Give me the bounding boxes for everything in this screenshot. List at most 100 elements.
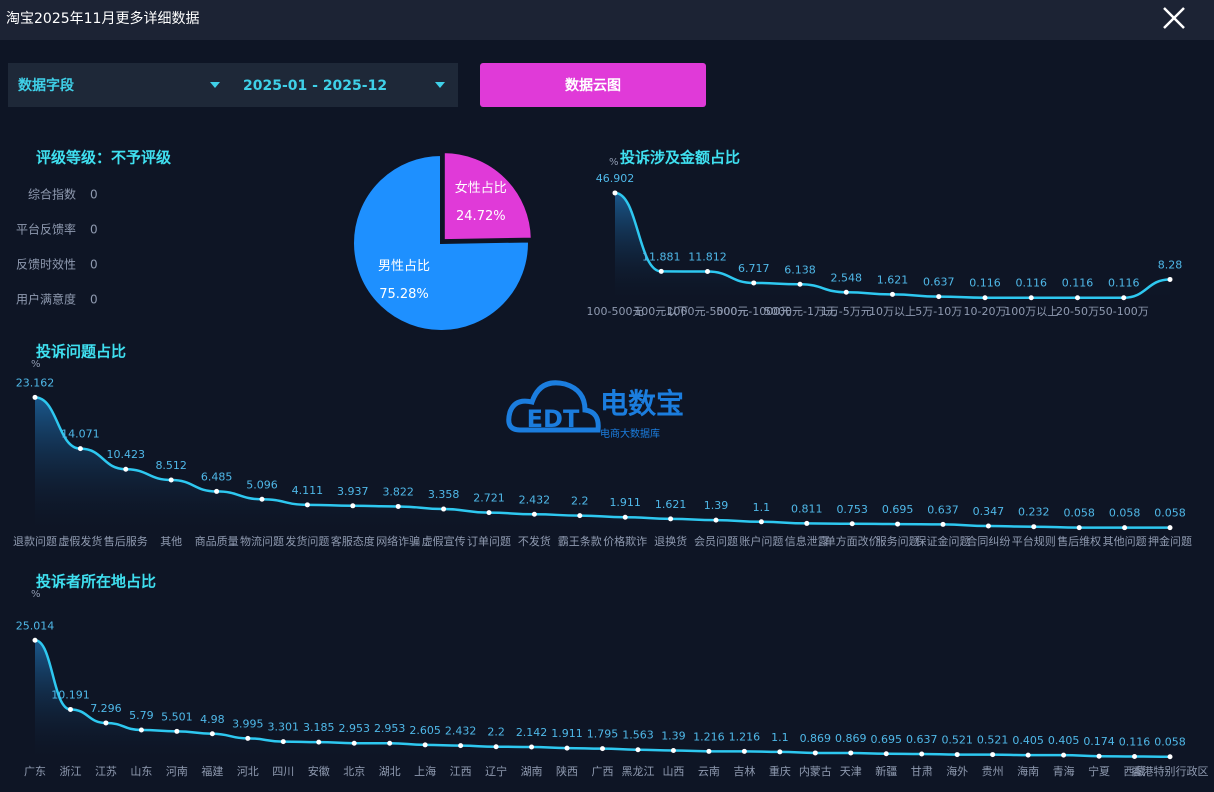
value-label: 10.423 xyxy=(107,448,146,461)
x-tick-label: 20-50万 xyxy=(1056,305,1099,318)
point xyxy=(458,743,464,749)
x-tick-label: 售后服务 xyxy=(104,534,148,548)
slice-value: 75.28% xyxy=(379,287,429,302)
point xyxy=(280,739,286,745)
value-label: 0.058 xyxy=(1109,507,1141,520)
point xyxy=(103,720,109,726)
value-label: 1.563 xyxy=(622,729,654,742)
point xyxy=(441,506,447,512)
point xyxy=(259,496,265,502)
value-label: 0.116 xyxy=(1016,277,1048,290)
point xyxy=(812,750,818,756)
x-tick-label: 不发货 xyxy=(518,534,551,548)
value-label: 0.116 xyxy=(969,277,1001,290)
point xyxy=(849,521,855,527)
point xyxy=(668,516,674,522)
rating-value: 0 xyxy=(90,293,98,307)
chart-title: 投诉涉及金额占比 xyxy=(620,149,740,167)
point xyxy=(612,190,618,196)
slice-value: 24.72% xyxy=(456,209,506,224)
point xyxy=(529,744,535,750)
value-label: 0.405 xyxy=(1048,734,1080,747)
x-tick-label: 虚假发货 xyxy=(58,534,102,548)
value-label: 1.39 xyxy=(661,730,686,743)
point xyxy=(564,745,570,751)
x-tick-label: 湖北 xyxy=(379,765,401,778)
x-tick-label: 重庆 xyxy=(769,764,791,778)
x-tick-label: 天津 xyxy=(840,765,862,778)
value-label: 0.695 xyxy=(882,503,914,516)
point xyxy=(1121,295,1127,301)
watermark-logo: EDT xyxy=(527,405,580,433)
point xyxy=(350,503,356,509)
x-tick-label: 售后维权 xyxy=(1057,534,1101,548)
header-bar xyxy=(0,0,1214,40)
point xyxy=(1096,753,1102,759)
point xyxy=(316,739,322,745)
value-label: 2.721 xyxy=(473,492,505,505)
x-tick-label: 会员问题 xyxy=(694,535,738,548)
dropdown-text: 2025-01 - 2025-12 xyxy=(243,78,387,94)
value-label: 23.162 xyxy=(16,376,55,389)
chart-title: 投诉问题占比 xyxy=(36,343,126,361)
point xyxy=(1028,295,1034,301)
value-label: 2.2 xyxy=(571,495,589,508)
unit-label: % xyxy=(31,359,41,370)
point xyxy=(214,488,220,494)
rating-label: 用户满意度 xyxy=(16,292,76,307)
x-tick-label: 黑龙江 xyxy=(621,765,654,778)
value-label: 4.98 xyxy=(200,713,225,726)
value-label: 0.637 xyxy=(923,276,955,289)
x-tick-label: 浙江 xyxy=(59,765,81,778)
value-label: 0.869 xyxy=(800,732,832,745)
x-tick-label: 10万以上 xyxy=(869,305,916,318)
value-label: 3.995 xyxy=(232,717,264,730)
range-dropdown[interactable]: 2025-01 - 2025-12 xyxy=(243,78,445,94)
cloud-button[interactable]: 数据云图 xyxy=(480,63,706,107)
field-dropdown[interactable]: 数据字段 xyxy=(18,77,220,94)
watermark-sub: 电商大数据库 xyxy=(600,427,660,440)
pie-slice xyxy=(352,153,530,332)
x-tick-label: 5000元-1万元 xyxy=(764,305,836,318)
point xyxy=(883,751,889,757)
x-tick-label: 吉林 xyxy=(733,764,755,778)
x-tick-label: 服务问题 xyxy=(876,535,920,548)
line-area xyxy=(615,192,1170,298)
point xyxy=(1031,524,1037,530)
value-label: 5.79 xyxy=(129,709,154,722)
value-label: 8.512 xyxy=(155,459,187,472)
point xyxy=(895,521,901,527)
value-label: 0.116 xyxy=(1062,277,1094,290)
value-label: 0.869 xyxy=(835,732,867,745)
value-label: 1.216 xyxy=(729,730,761,743)
slice-label: 男性占比 xyxy=(378,259,430,274)
x-tick-label: 霸王条款 xyxy=(558,534,602,548)
point xyxy=(622,514,628,520)
point xyxy=(804,520,810,526)
value-label: 0.521 xyxy=(941,734,973,747)
point xyxy=(577,513,583,519)
x-tick-label: 网络诈骗 xyxy=(376,534,420,548)
point xyxy=(32,394,38,400)
x-tick-label: 辽宁 xyxy=(485,764,507,778)
value-label: 46.902 xyxy=(596,172,635,185)
point xyxy=(123,466,129,472)
point xyxy=(797,281,803,287)
point xyxy=(1076,525,1082,531)
line-area xyxy=(35,397,1170,528)
header-title: 淘宝2025年11月更多详细数据 xyxy=(6,10,199,27)
close-button[interactable] xyxy=(1163,7,1185,29)
x-tick-label: 山西 xyxy=(662,765,684,778)
point xyxy=(138,727,144,733)
value-label: 1.911 xyxy=(609,496,641,509)
point xyxy=(635,747,641,753)
x-tick-label: 100元以下 xyxy=(634,305,688,318)
point xyxy=(32,637,38,643)
x-tick-label: 陕西 xyxy=(556,764,578,778)
value-label: 3.822 xyxy=(382,485,414,498)
value-label: 2.142 xyxy=(516,726,548,739)
point xyxy=(77,446,83,452)
point xyxy=(890,291,895,297)
point xyxy=(387,740,393,746)
